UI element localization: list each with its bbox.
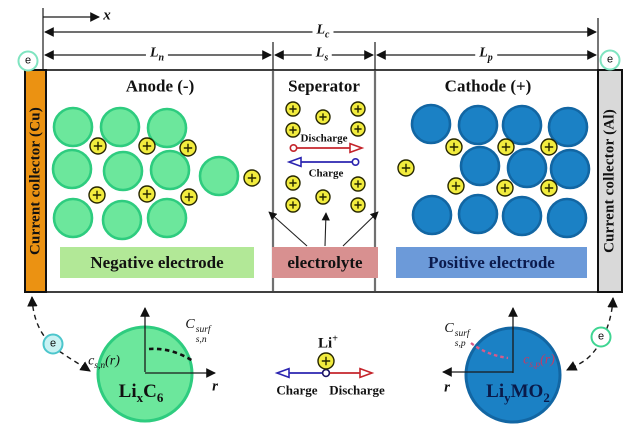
separator-discharge-label: Discharge	[300, 132, 348, 145]
separator-charge-label: Charge	[308, 167, 344, 180]
separator-charge-arrow	[286, 156, 360, 168]
cathode-particle	[549, 148, 591, 190]
lithium-ion	[89, 137, 107, 155]
copper-collector-label: Current collector (Cu)	[27, 107, 43, 255]
lithium-ion	[497, 138, 515, 156]
negative-electrode-band: Negative electrode	[60, 247, 254, 278]
lithium-ion	[138, 137, 156, 155]
anode-particles-group	[51, 106, 240, 241]
lithium-ion	[540, 138, 558, 156]
lp-label: Lp	[475, 46, 497, 64]
anode-r-axis-label: r	[212, 378, 218, 395]
electron-badge-bottom-right: e	[590, 326, 612, 348]
lithium-ions-group	[88, 101, 558, 370]
electron-path-left	[27, 295, 91, 372]
cathode-particle	[501, 195, 543, 237]
electron-badge-top-left: e	[17, 50, 39, 72]
aluminum-collector-label: Current collector (Al)	[601, 109, 618, 253]
anode-formula-label: LixC6	[118, 381, 164, 405]
aluminum-collector-bar	[597, 69, 623, 293]
separator-header: Seperator	[288, 76, 360, 96]
bottom-charge-arrow	[274, 367, 322, 379]
electrolyte-pointer-arrows	[268, 211, 379, 247]
lithium-ion	[350, 197, 366, 213]
bottom-arrow-pivot	[321, 368, 331, 378]
copper-collector-bar	[24, 69, 47, 293]
electrolyte-band: electrolyte	[272, 247, 378, 278]
lithium-ion	[179, 139, 197, 157]
lithium-ion	[285, 175, 301, 191]
cathode-detail-axes	[442, 307, 518, 377]
bottom-charge-label: Charge	[276, 382, 318, 398]
cathode-r-axis-label: r	[444, 379, 450, 396]
cathode-particle	[546, 197, 588, 239]
lithium-ion	[496, 179, 514, 197]
cathode-concentration-curve	[470, 342, 509, 360]
lithium-ion	[285, 197, 301, 213]
anode-particle	[51, 148, 93, 190]
anode-concentration-label: cs,n(r)	[88, 353, 120, 372]
anode-concentration-curve	[148, 347, 194, 363]
li-plus-label: Li+	[318, 333, 338, 352]
x-axis-label: x	[103, 7, 111, 24]
lithium-ion	[180, 188, 198, 206]
lc-label: Lc	[312, 23, 334, 41]
cathode-formula-label: LiyMO2	[486, 381, 550, 405]
cathode-particle	[457, 193, 499, 235]
lithium-ion	[285, 122, 301, 138]
anode-detail-axes	[140, 307, 216, 378]
cathode-particle	[411, 194, 453, 236]
lithium-ion	[315, 189, 331, 205]
lithium-ion	[138, 185, 156, 203]
anode-header: Anode (-)	[125, 76, 195, 96]
lithium-ion	[397, 159, 415, 177]
positive-electrode-band: Positive electrode	[396, 247, 587, 278]
anode-particle	[102, 150, 144, 192]
cathode-particle	[501, 104, 543, 146]
anode-particle	[52, 197, 94, 239]
anode-particle	[52, 106, 94, 148]
cathode-concentration-label: cs,p(r)	[523, 352, 555, 371]
ln-label: Ln	[145, 46, 169, 64]
bottom-discharge-label: Discharge	[329, 382, 385, 398]
separator-discharge-arrow	[289, 142, 365, 154]
anode-particle	[198, 155, 240, 197]
lithium-ion	[317, 352, 335, 370]
lithium-ion	[447, 177, 465, 195]
electron-badge-top-right: e	[599, 49, 621, 71]
lithium-ion	[540, 179, 558, 197]
cathode-particle	[547, 106, 589, 148]
lithium-ion	[285, 101, 301, 117]
anode-particle	[146, 107, 188, 149]
lithium-ion	[350, 121, 366, 137]
lithium-ion	[445, 138, 463, 156]
ls-label: Ls	[311, 46, 333, 64]
lithium-ion	[88, 186, 106, 204]
cathode-particles-group	[410, 103, 591, 239]
cathode-particle	[457, 104, 499, 146]
electron-badge-bottom-left: e	[42, 333, 64, 355]
anode-particle	[146, 197, 188, 239]
lithium-ion	[350, 176, 366, 192]
anode-particle	[149, 149, 191, 191]
lithium-ion	[243, 169, 261, 187]
lithium-ion	[350, 101, 366, 117]
cathode-particle	[459, 145, 501, 187]
anode-particle	[101, 199, 143, 241]
anode-particle	[99, 106, 141, 148]
cathode-particle	[410, 103, 452, 145]
lithium-ion	[315, 109, 331, 125]
bottom-discharge-arrow	[330, 367, 375, 379]
cathode-header: Cathode (+)	[444, 76, 532, 96]
electron-path-right	[566, 296, 618, 371]
cathode-particle	[506, 147, 548, 189]
